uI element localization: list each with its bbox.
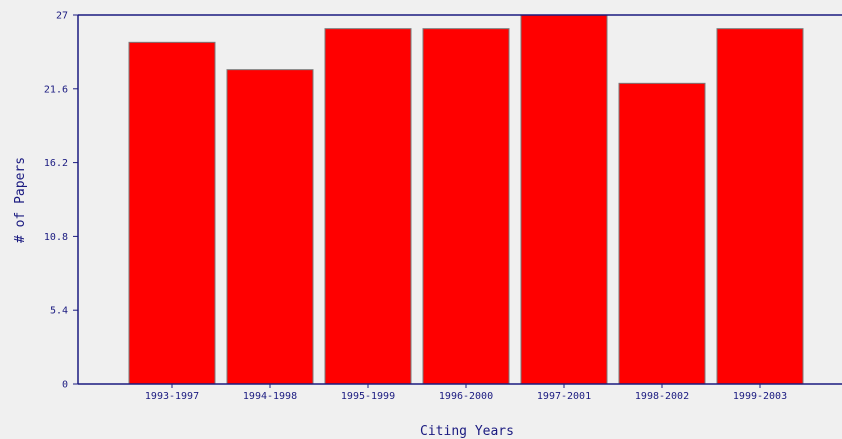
x-tick-label: 1997-2001 [537,391,591,402]
y-tick-label: 27 [56,11,68,22]
bar-1995-1999 [324,28,412,385]
y-tick-label: 16.2 [44,158,68,169]
bar-1996-2000 [422,28,510,385]
x-tick-label: 1998-2002 [635,391,689,402]
bar-1999-2003 [716,28,804,385]
x-tick-label: 1996-2000 [439,391,493,402]
x-axis-title: Citing Years [420,424,514,439]
y-tick-label: 5.4 [50,306,68,317]
x-tick-label: 1994-1998 [243,391,297,402]
y-axis-title: # of Papers [13,157,28,243]
bar-1998-2002 [618,82,706,385]
x-tick-label: 1993-1997 [145,391,199,402]
bar-1993-1997 [128,41,216,385]
bar-1997-2001 [520,14,608,385]
y-tick-label: 10.8 [44,232,68,243]
y-tick-label: 21.6 [44,84,68,95]
x-tick-label: 1999-2003 [733,391,787,402]
y-tick-label: 0 [62,380,68,391]
x-tick-label: 1995-1999 [341,391,395,402]
bar-1994-1998 [226,69,314,385]
